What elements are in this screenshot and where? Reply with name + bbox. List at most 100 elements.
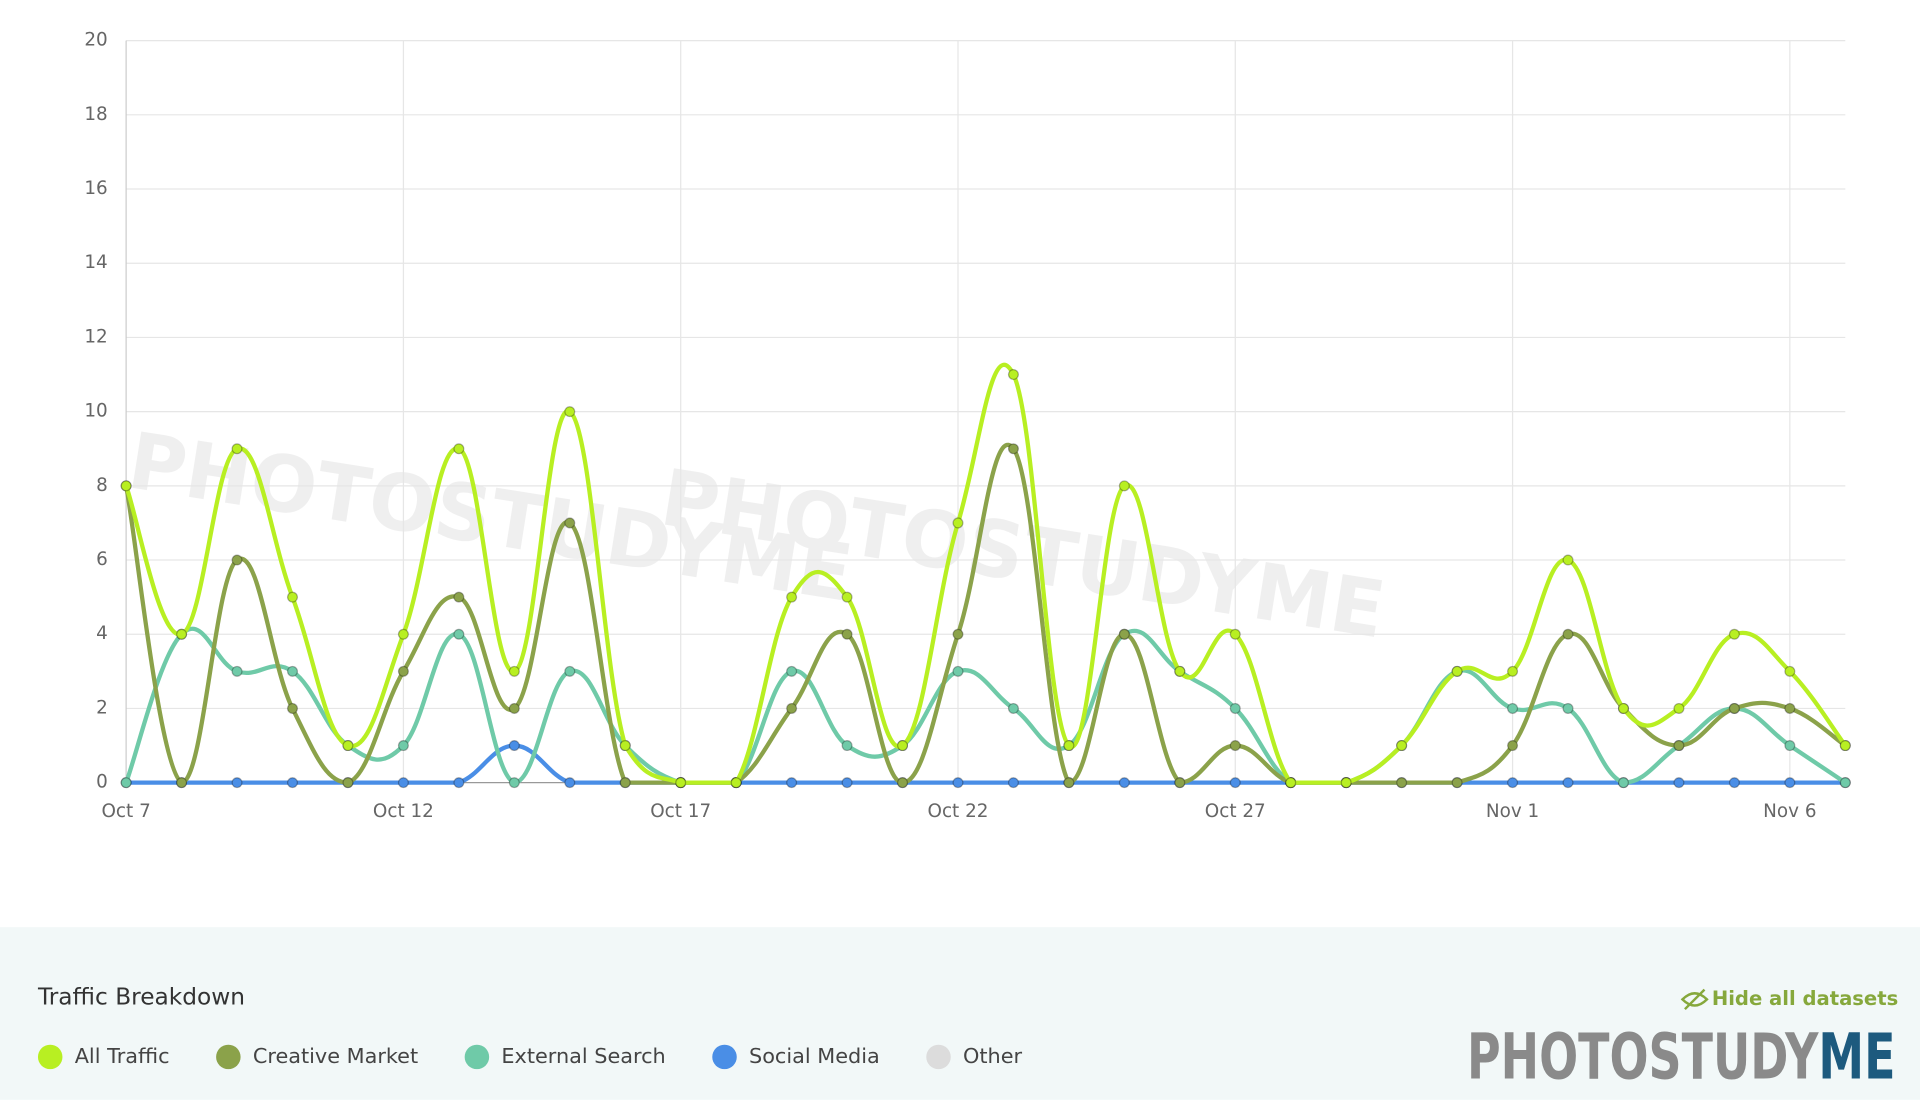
legend-label: External Search [501, 1044, 665, 1068]
point [397, 628, 409, 640]
point [342, 777, 354, 789]
point [1451, 665, 1463, 677]
point [231, 665, 243, 677]
legend-title: Traffic Breakdown [37, 984, 245, 1011]
point [1007, 369, 1019, 381]
point [1507, 702, 1519, 714]
point [453, 443, 465, 455]
point [619, 740, 631, 752]
y-tick-label: 16 [84, 178, 107, 199]
point [1118, 777, 1130, 789]
x-tick-label: Oct 22 [928, 801, 989, 822]
point [286, 777, 299, 789]
point [1507, 777, 1519, 789]
point [1118, 628, 1130, 640]
logo-part: PHOTOSTUDY [1467, 1020, 1819, 1094]
point [176, 628, 188, 640]
point [841, 740, 853, 752]
point [508, 777, 520, 789]
point [120, 480, 132, 492]
point [1229, 702, 1241, 714]
point [841, 591, 853, 603]
y-tick-label: 4 [96, 623, 108, 644]
watermarks: PHOTOSTUDYME PHOTOSTUDYME [122, 416, 1391, 657]
point [286, 665, 299, 677]
point [1340, 777, 1352, 789]
point [952, 777, 964, 789]
logo-part: ME [1818, 1020, 1895, 1094]
point [1728, 777, 1740, 789]
point [786, 777, 798, 789]
x-tick-label: Oct 27 [1205, 801, 1266, 822]
point [564, 406, 576, 418]
point [1784, 702, 1796, 714]
series [120, 362, 1851, 789]
eye-icon [1680, 988, 1709, 1011]
point [120, 777, 132, 789]
point [952, 628, 964, 640]
point [1396, 740, 1408, 752]
x-tick-label: Oct 12 [373, 801, 434, 822]
point [786, 702, 798, 714]
point [564, 517, 576, 529]
point [1784, 777, 1796, 789]
legend-item[interactable]: All Traffic [37, 1044, 170, 1070]
point [952, 665, 964, 677]
point [1118, 480, 1130, 492]
point [1562, 628, 1574, 640]
point [397, 740, 409, 752]
series-line [124, 443, 1847, 785]
point [786, 591, 798, 603]
y-tick-label: 18 [84, 104, 107, 125]
point [286, 591, 299, 603]
point [1617, 702, 1629, 714]
point [1562, 777, 1574, 789]
point [1784, 665, 1796, 677]
legend-swatch [216, 1044, 241, 1070]
legend-panel [0, 927, 1920, 1100]
logo: PHOTOSTUDYME [1467, 1020, 1896, 1094]
point [675, 777, 687, 789]
point [564, 665, 576, 677]
legend-item[interactable]: External Search [464, 1044, 666, 1070]
point [1562, 554, 1574, 566]
point [1007, 702, 1019, 714]
point [1396, 777, 1408, 789]
point [841, 777, 853, 789]
point [508, 740, 520, 752]
point [231, 443, 243, 455]
y-tick-label: 12 [84, 326, 107, 347]
point [1229, 628, 1241, 640]
point [1673, 702, 1685, 714]
legend-swatch [37, 1044, 63, 1070]
point [231, 777, 243, 789]
point [1673, 777, 1685, 789]
hide-button[interactable]: Hide all datasets [1680, 987, 1898, 1011]
point [453, 628, 465, 640]
series-line [126, 743, 1846, 785]
legend-item[interactable]: Social Media [712, 1044, 880, 1070]
legend-item[interactable]: Creative Market [216, 1044, 418, 1070]
point [1285, 777, 1297, 789]
point [1229, 740, 1241, 752]
y-tick-label: 8 [96, 475, 108, 496]
legend-swatch [712, 1044, 737, 1070]
point [1063, 777, 1075, 789]
legend-label: Social Media [749, 1044, 880, 1068]
point [1839, 777, 1851, 789]
point [508, 665, 520, 677]
legend-item[interactable]: Other [926, 1044, 1023, 1070]
y-tick-label: 20 [84, 30, 107, 51]
point [231, 554, 243, 566]
point [786, 665, 798, 677]
point [176, 777, 188, 789]
point [952, 517, 964, 529]
x-tick-label: Nov 1 [1486, 801, 1539, 822]
legend-swatch [464, 1044, 490, 1070]
point [619, 777, 631, 789]
y-tick-label: 14 [84, 252, 107, 273]
point [897, 777, 909, 789]
point [508, 702, 520, 714]
point [1063, 740, 1075, 752]
hide-button-text[interactable]: Hide all datasets [1712, 987, 1898, 1010]
